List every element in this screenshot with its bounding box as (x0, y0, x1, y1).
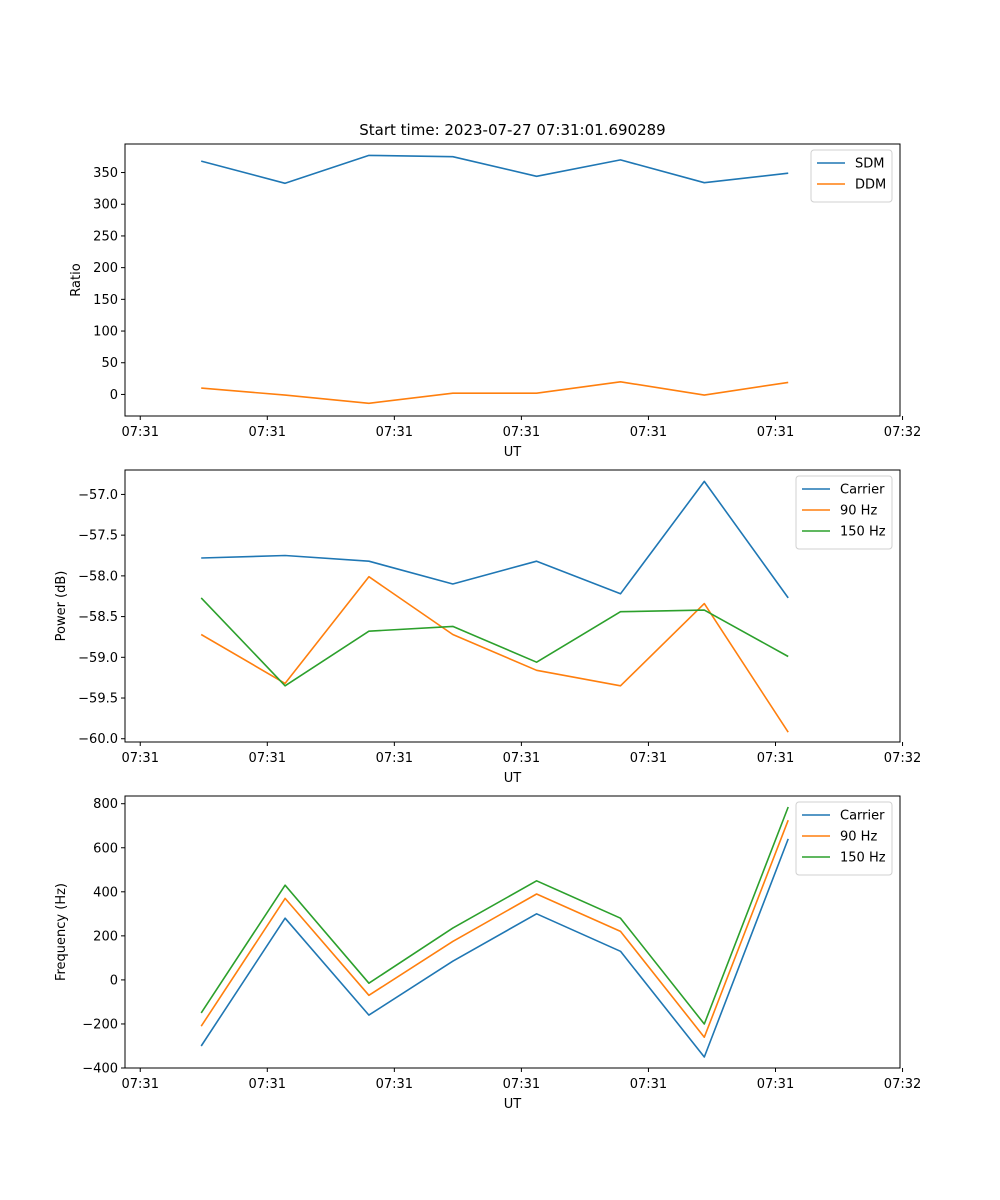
y-tick-label: 250 (93, 229, 118, 244)
x-tick-label: 07:32 (884, 751, 921, 766)
legend-label: 150 Hz (840, 851, 886, 866)
x-tick-label: 07:31 (757, 751, 794, 766)
chart-title: Start time: 2023-07-27 07:31:01.690289 (359, 121, 665, 139)
legend-label: 90 Hz (840, 830, 877, 845)
x-tick-label: 07:31 (376, 425, 413, 440)
x-tick-label: 07:31 (503, 425, 540, 440)
x-tick-label: 07:31 (630, 425, 667, 440)
legend-label: 150 Hz (840, 525, 886, 540)
x-axis-label: UT (504, 445, 522, 460)
y-tick-label: 350 (93, 166, 118, 181)
x-tick-label: 07:31 (249, 751, 286, 766)
y-tick-label: 200 (93, 261, 118, 276)
x-tick-label: 07:31 (503, 1077, 540, 1092)
series-line-90-hz (200, 819, 789, 1038)
chart-panel-2: −60.0 −59.5 −59.0 −58.5 −58.0 −57.5 −57.0 07:31… (54, 469, 921, 786)
x-tick-label: 07:31 (376, 751, 413, 766)
y-axis-label: Power (dB) (54, 571, 69, 642)
legend: Carrier 90 Hz 150 Hz (795, 801, 893, 876)
y-axis-label: Ratio (69, 263, 84, 296)
x-tick-label: 07:31 (249, 425, 286, 440)
y-tick-label: 400 (93, 885, 118, 900)
chart-panel-1: Start time: 2023-07-27 07:31:01.690289 0 5… (69, 121, 921, 460)
series-line-90-hz (200, 575, 789, 733)
legend-label: DDM (855, 178, 886, 193)
series-line-150-hz (200, 597, 789, 687)
y-tick-label: −59.0 (78, 651, 118, 666)
legend-label: Carrier (840, 809, 885, 824)
x-tick-label: 07:31 (249, 1077, 286, 1092)
x-tick-label: 07:31 (122, 425, 159, 440)
x-tick-label: 07:32 (884, 1077, 921, 1092)
y-tick-label: −57.5 (78, 529, 118, 544)
x-axis-label: UT (504, 1097, 522, 1112)
y-tick-label: 300 (93, 198, 118, 213)
y-tick-label: 150 (93, 293, 118, 308)
y-tick-label: −57.0 (78, 488, 118, 503)
y-tick-label: 800 (93, 797, 118, 812)
axes-frame (124, 795, 901, 1069)
x-tick-label: 07:31 (757, 1077, 794, 1092)
legend-label: 90 Hz (840, 504, 877, 519)
y-tick-label: 100 (93, 325, 118, 340)
x-tick-label: 07:32 (884, 425, 921, 440)
y-tick-label: −60.0 (78, 732, 118, 747)
x-tick-label: 07:31 (630, 751, 667, 766)
series-line-ddm (201, 380, 789, 405)
legend: Carrier 90 Hz 150 Hz (795, 475, 893, 550)
series-line-sdm (200, 154, 789, 185)
series-line-carrier (200, 838, 789, 1058)
y-tick-label: −59.5 (78, 692, 118, 707)
y-tick-label: −58.0 (78, 569, 118, 584)
chart-panel-3: −400 −200 0 200 400 600 800 07:31 07:31 07:31 07:3… (54, 795, 921, 1112)
series-line-carrier (201, 480, 789, 599)
series-line-150-hz (200, 806, 789, 1025)
y-tick-label: 50 (101, 356, 118, 371)
legend-label: Carrier (840, 483, 885, 498)
y-tick-label: −400 (82, 1062, 118, 1077)
axes-frame (124, 469, 901, 743)
x-tick-label: 07:31 (376, 1077, 413, 1092)
y-tick-label: −200 (82, 1017, 118, 1032)
y-axis-label: Frequency (Hz) (54, 883, 69, 981)
legend-label: SDM (855, 157, 884, 172)
x-tick-label: 07:31 (122, 751, 159, 766)
axes-frame (124, 143, 901, 417)
legend: SDM DDM (810, 149, 893, 203)
y-tick-label: 0 (110, 973, 118, 988)
x-tick-label: 07:31 (757, 425, 794, 440)
y-tick-label: 200 (93, 929, 118, 944)
x-tick-label: 07:31 (630, 1077, 667, 1092)
x-axis-label: UT (504, 771, 522, 786)
y-tick-label: −58.5 (78, 610, 118, 625)
y-tick-label: 600 (93, 841, 118, 856)
y-tick-label: 0 (110, 388, 118, 403)
x-tick-label: 07:31 (122, 1077, 159, 1092)
x-tick-label: 07:31 (503, 751, 540, 766)
